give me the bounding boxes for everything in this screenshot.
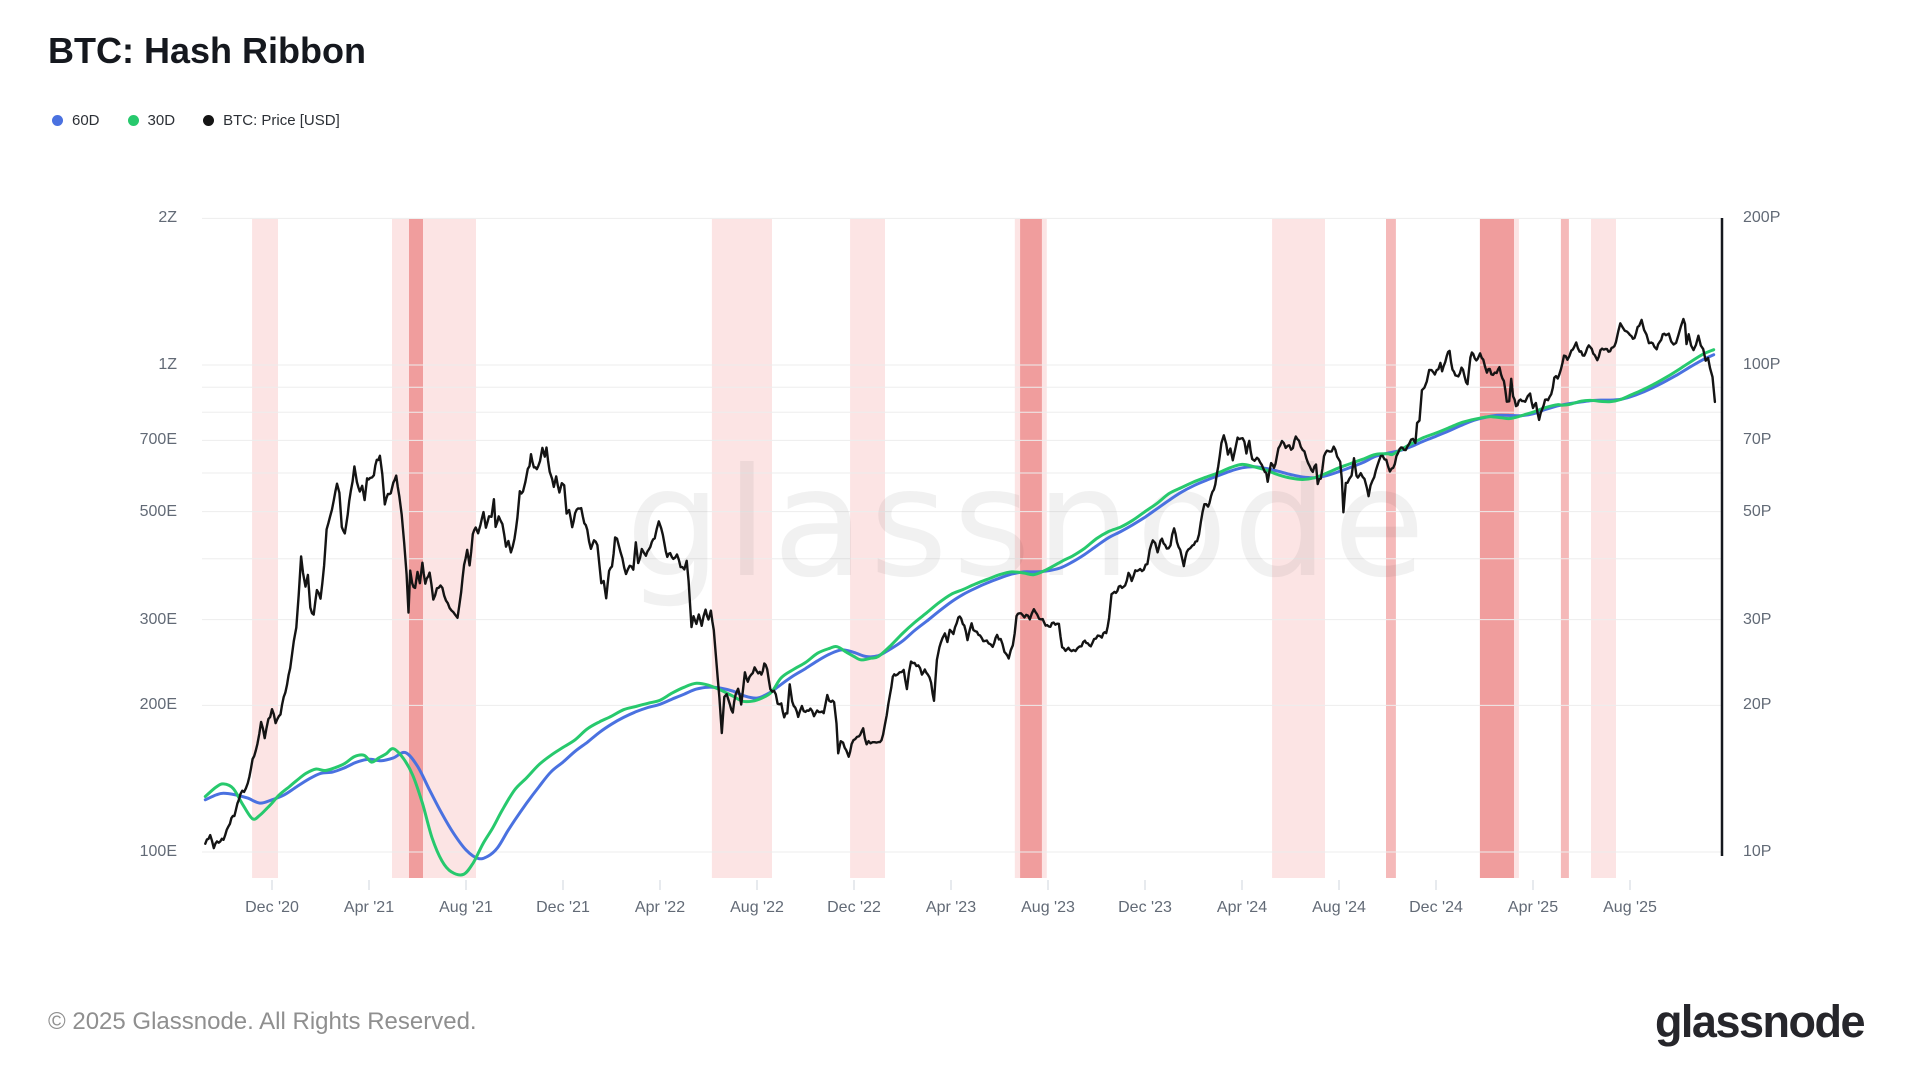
y-left-tick-label: 300E <box>139 611 177 628</box>
copyright-text: © 2025 Glassnode. All Rights Reserved. <box>48 1008 477 1035</box>
legend-dot-60d-icon <box>52 115 63 126</box>
x-tick-label: Aug '24 <box>1312 899 1366 916</box>
x-tick-label: Apr '24 <box>1216 899 1268 916</box>
capitulation-band <box>1514 219 1519 878</box>
x-tick-label: Aug '22 <box>730 899 784 916</box>
x-tick-label: Aug '21 <box>439 899 493 916</box>
y-left-tick-label: 1Z <box>158 356 177 373</box>
capitulation-band <box>711 219 772 878</box>
y-right-tick-label: 50P <box>1743 503 1772 520</box>
y-right-tick-label: 100P <box>1743 356 1781 373</box>
y-left-tick-label: 500E <box>139 503 177 520</box>
legend-item-btc-price[interactable]: BTC: Price [USD] <box>203 112 340 129</box>
y-right-tick-label: 10P <box>1743 843 1772 860</box>
legend: 60D 30D BTC: Price [USD] <box>52 112 340 129</box>
x-tick-label: Apr '25 <box>1507 899 1559 916</box>
y-right-tick-label: 70P <box>1743 431 1772 448</box>
x-tick-label: Aug '25 <box>1603 899 1657 916</box>
legend-item-60d[interactable]: 60D <box>52 112 100 129</box>
y-right-tick-label: 30P <box>1743 611 1772 628</box>
legend-item-30d[interactable]: 30D <box>127 112 176 129</box>
page-title: BTC: Hash Ribbon <box>48 30 366 71</box>
capitulation-band <box>1272 219 1325 878</box>
capitulation-band <box>1479 219 1515 878</box>
x-tick-label: Apr '23 <box>925 899 977 916</box>
series-btc-price-usd- <box>204 317 1717 850</box>
x-tick-label: Apr '22 <box>634 899 686 916</box>
capitulation-band <box>1591 219 1616 878</box>
x-tick-label: Dec '20 <box>245 899 299 916</box>
x-tick-label: Dec '22 <box>827 899 881 916</box>
y-left-tick-label: 100E <box>139 843 177 860</box>
capitulation-band <box>423 219 476 878</box>
y-left-tick-label: 2Z <box>158 209 177 226</box>
series-30d <box>203 348 1716 877</box>
legend-dot-btc-price-icon <box>203 115 215 126</box>
legend-label-60d: 60D <box>72 112 100 129</box>
y-left-tick-label: 700E <box>139 431 177 448</box>
capitulation-band <box>850 219 885 878</box>
capitulation-band <box>1560 219 1569 878</box>
x-tick-label: Dec '21 <box>536 899 590 916</box>
capitulation-band <box>252 219 278 878</box>
watermark-text: glassnode <box>626 437 1430 611</box>
legend-dot-30d-icon <box>127 115 139 126</box>
x-tick-label: Dec '23 <box>1118 899 1172 916</box>
y-right-tick-label: 20P <box>1743 696 1772 713</box>
capitulation-band <box>392 219 409 878</box>
legend-label-btc-price: BTC: Price [USD] <box>223 112 340 129</box>
capitulation-band <box>1386 219 1396 878</box>
x-tick-label: Aug '23 <box>1021 899 1075 916</box>
capitulation-band <box>1020 219 1042 878</box>
x-tick-label: Dec '24 <box>1409 899 1463 916</box>
glassnode-logo: glassnode <box>1654 996 1866 1047</box>
capitulation-band <box>409 219 424 878</box>
x-tick-label: Apr '21 <box>343 899 395 916</box>
y-left-tick-label: 200E <box>139 696 177 713</box>
y-right-tick-label: 200P <box>1743 209 1781 226</box>
legend-label-30d: 30D <box>147 112 176 129</box>
